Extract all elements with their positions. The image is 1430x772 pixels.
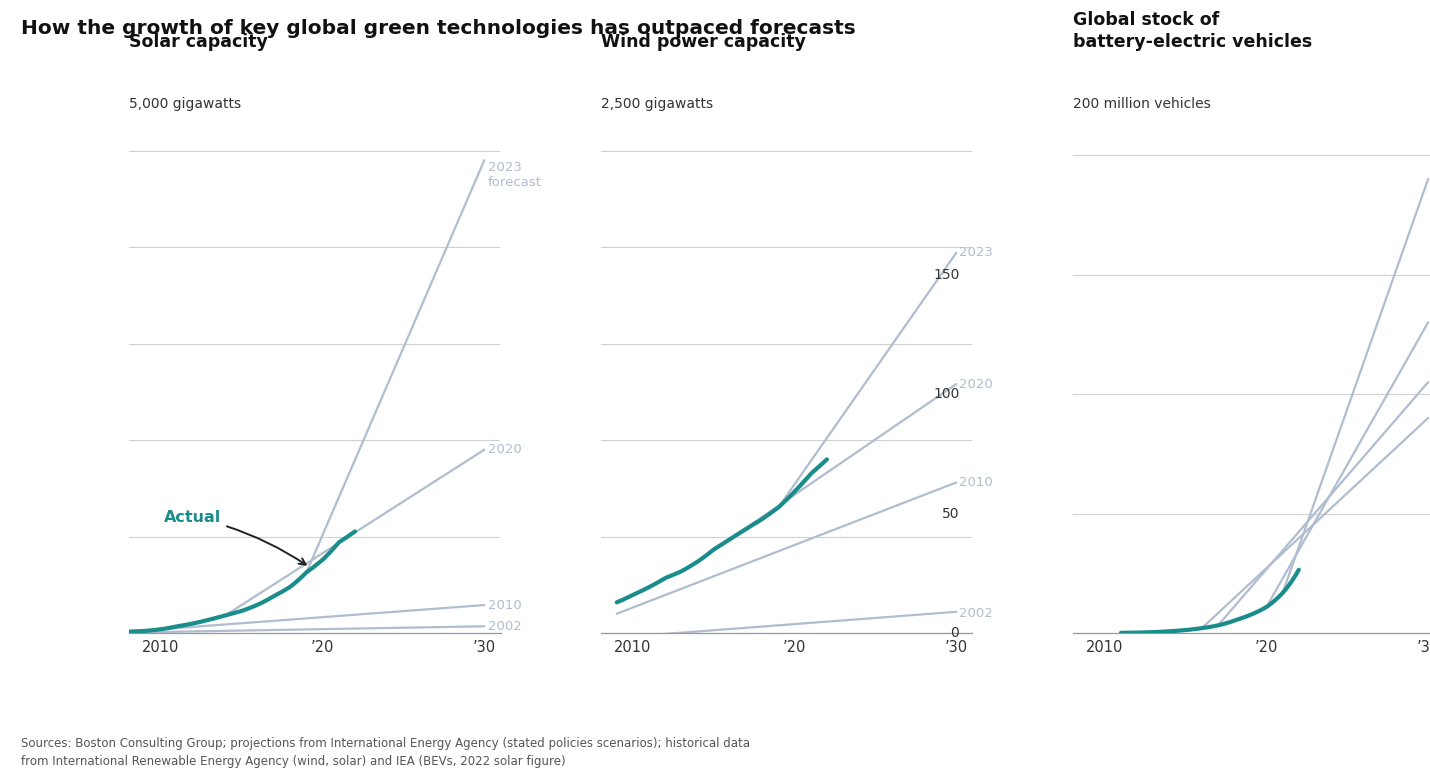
Text: Wind power capacity: Wind power capacity (601, 33, 805, 51)
Text: 0: 0 (951, 626, 960, 640)
Text: 50: 50 (942, 506, 960, 520)
Text: Sources: Boston Consulting Group; projections from International Energy Agency (: Sources: Boston Consulting Group; projec… (21, 737, 751, 768)
Text: 2002: 2002 (960, 608, 994, 620)
Text: Global stock of
battery-electric vehicles: Global stock of battery-electric vehicle… (1072, 11, 1311, 51)
Text: 200 million vehicles: 200 million vehicles (1072, 97, 1210, 111)
Text: 150: 150 (932, 268, 960, 282)
Text: Actual: Actual (164, 510, 306, 564)
Text: 2023
forecast: 2023 forecast (488, 161, 542, 188)
Text: 2010: 2010 (960, 476, 994, 489)
Text: 100: 100 (932, 387, 960, 401)
Text: Solar capacity: Solar capacity (129, 33, 267, 51)
Text: 2023: 2023 (960, 246, 994, 259)
Text: How the growth of key global green technologies has outpaced forecasts: How the growth of key global green techn… (21, 19, 857, 39)
Text: 2010: 2010 (488, 598, 522, 611)
Text: 2020: 2020 (488, 443, 522, 456)
Text: 2020: 2020 (960, 378, 994, 391)
Text: 5,000 gigawatts: 5,000 gigawatts (129, 97, 240, 111)
Text: 2,500 gigawatts: 2,500 gigawatts (601, 97, 712, 111)
Text: 2002: 2002 (488, 620, 522, 633)
